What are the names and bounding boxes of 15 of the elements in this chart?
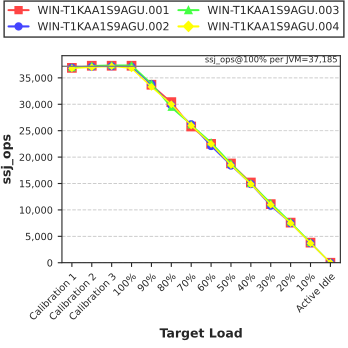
y-tick-label: 20,000 <box>20 154 52 162</box>
legend-label: WIN-T1KAA1S9AGU.003 <box>208 6 339 14</box>
y-tick-label: 0 <box>47 259 52 267</box>
y-tick-label: 10,000 <box>20 206 52 215</box>
x-axis-title: Target Load <box>160 328 242 340</box>
y-tick-label: 5,000 <box>26 232 52 242</box>
legend-label: WIN-T1KAA1S9AGU.004 <box>208 22 339 30</box>
legend-label: WIN-T1KAA1S9AGU.001 <box>38 6 169 14</box>
y-tick-label: 35,000 <box>20 74 52 83</box>
ref-line-label: ssj_ops@100% per JVM=37,185 <box>205 56 337 64</box>
y-axis-title: ssj_ops <box>0 134 14 184</box>
y-tick-label: 30,000 <box>20 100 52 110</box>
y-tick-label: 15,000 <box>20 180 52 188</box>
legend-label: WIN-T1KAA1S9AGU.002 <box>38 22 168 30</box>
y-tick-label: 25,000 <box>20 127 52 136</box>
